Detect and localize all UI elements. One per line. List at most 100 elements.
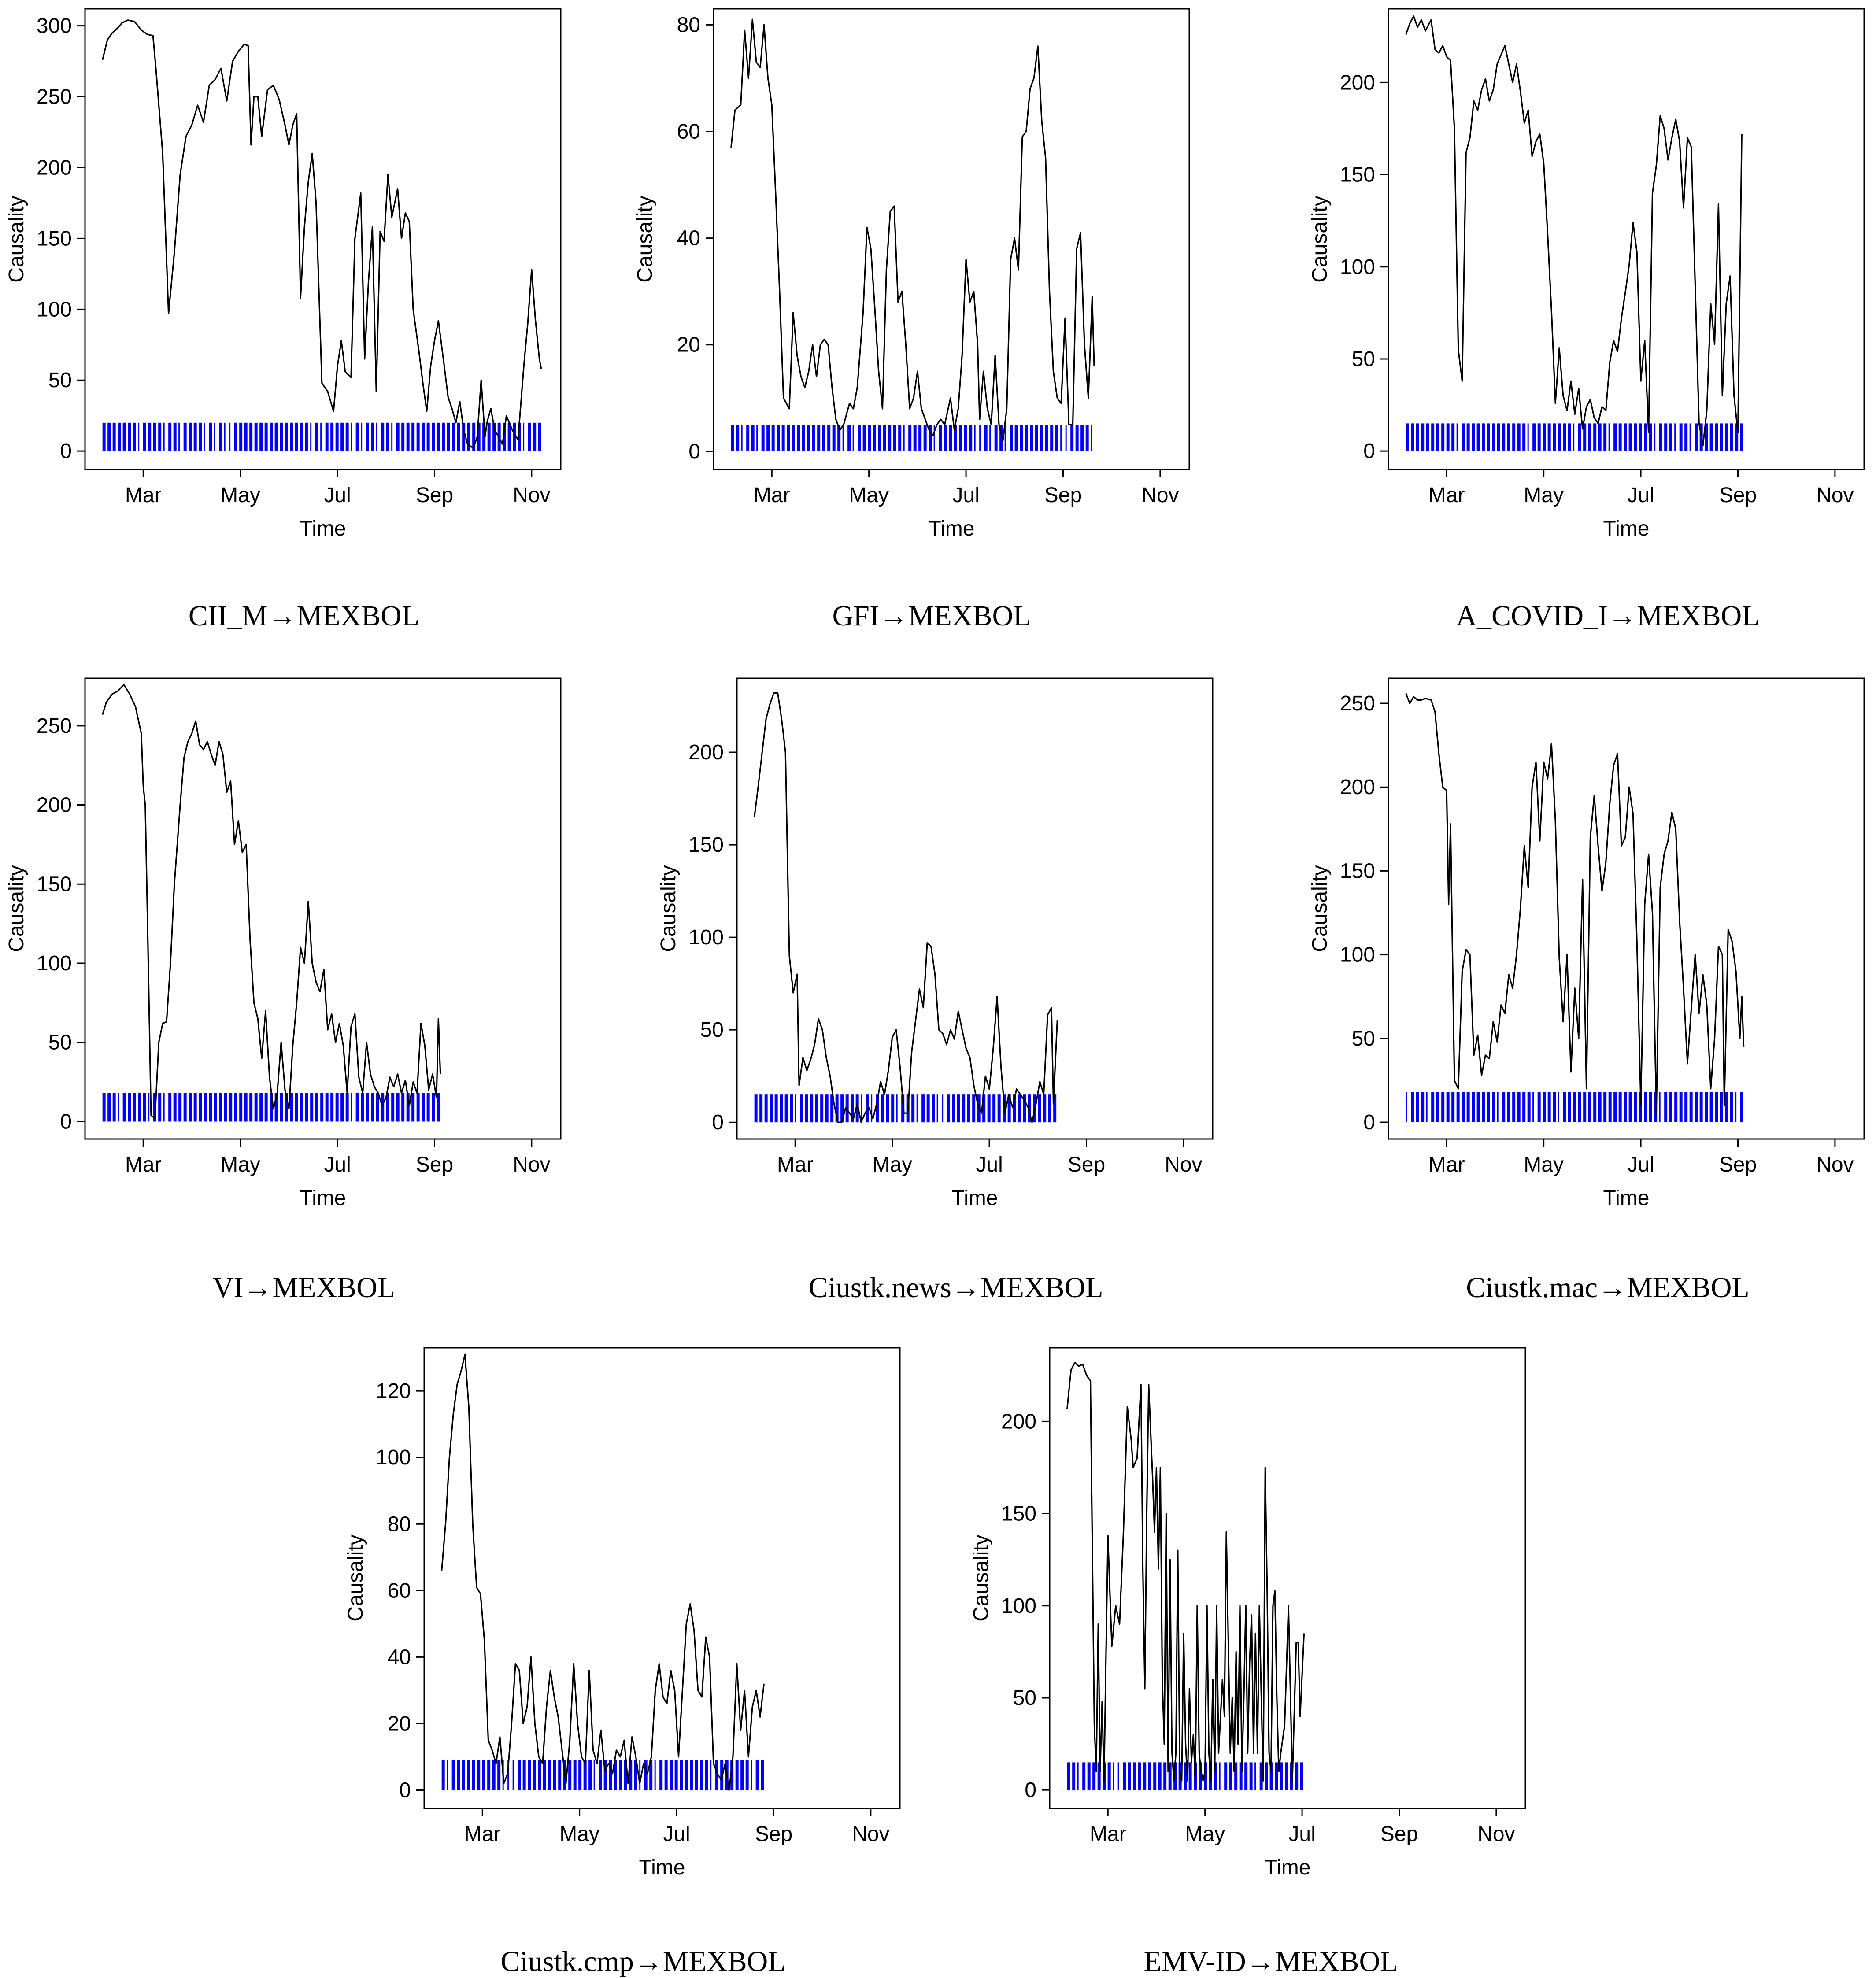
band-stripe — [376, 1093, 379, 1122]
band-stripe — [477, 1760, 481, 1790]
band-stripe — [746, 425, 750, 451]
band-stripe — [1472, 1092, 1475, 1122]
band-background — [754, 1094, 1058, 1123]
band-stripe — [355, 1093, 359, 1122]
band-stripe — [335, 1093, 339, 1122]
band-stripe — [812, 425, 815, 451]
band-stripe — [1092, 1762, 1096, 1790]
band-stripe — [1280, 1762, 1283, 1790]
band-stripe — [820, 1094, 824, 1123]
band-stripe — [1684, 423, 1688, 451]
band-stripe — [168, 1093, 172, 1122]
x-tick-label: Nov — [1165, 1153, 1202, 1176]
band-stripe — [1416, 423, 1419, 451]
band-stripe — [259, 1093, 263, 1122]
band-stripe — [1695, 1092, 1698, 1122]
y-tick-label: 0 — [399, 1778, 411, 1802]
y-tick-label: 20 — [388, 1712, 411, 1735]
band-stripe — [148, 1093, 150, 1122]
band-stripe — [285, 422, 288, 451]
band-stripe — [1275, 1762, 1278, 1790]
band-stripe — [1300, 1762, 1303, 1790]
band-stripe — [1603, 1092, 1607, 1122]
band-stripe — [944, 425, 947, 451]
band-stripe — [1431, 423, 1435, 451]
band-stripe — [1654, 423, 1656, 451]
band-stripe — [695, 1760, 698, 1790]
band-stripe — [229, 422, 231, 451]
band-stripe — [822, 425, 825, 451]
band-stripe — [315, 1093, 318, 1122]
band-stripe — [1023, 1094, 1026, 1123]
band-stripe — [967, 1094, 970, 1123]
band-stripe — [947, 1094, 950, 1123]
band-stripe — [1644, 1092, 1647, 1122]
band-stripe — [1091, 425, 1092, 451]
band-stripe — [492, 1760, 496, 1790]
band-stripe — [792, 425, 795, 451]
y-tick-label: 50 — [1352, 348, 1375, 371]
band-stripe — [244, 1093, 248, 1122]
significance-band — [102, 422, 541, 451]
band-stripe — [507, 1760, 509, 1790]
band-stripe — [1624, 423, 1627, 451]
band-stripe — [1634, 423, 1637, 451]
x-tick-label: Jul — [324, 1153, 351, 1176]
band-stripe — [989, 425, 991, 451]
band-stripe — [112, 422, 116, 451]
y-axis-label: Causality — [1308, 865, 1332, 952]
band-stripe — [861, 1094, 862, 1123]
band-stripe — [1234, 1762, 1238, 1790]
band-stripe — [178, 1093, 182, 1122]
band-stripe — [183, 1093, 187, 1122]
band-stripe — [533, 422, 537, 451]
band-stripe — [933, 425, 935, 451]
band-stripe — [896, 1094, 898, 1123]
band-stripe — [957, 1094, 960, 1123]
band-stripe — [371, 1093, 374, 1122]
band-stripe — [852, 425, 854, 451]
significance-band — [1406, 1092, 1744, 1122]
band-stripe — [366, 422, 369, 451]
band-stripe — [315, 422, 318, 451]
band-stripe — [1568, 1092, 1571, 1122]
band-stripe — [866, 1094, 869, 1123]
band-stripe — [700, 1760, 703, 1790]
band-stripe — [249, 422, 253, 451]
band-stripe — [1512, 423, 1516, 451]
band-stripe — [462, 422, 466, 451]
x-tick-label: Nov — [1816, 484, 1854, 507]
chart-caption: EMV-ID→MEXBOL — [1144, 1945, 1398, 1978]
band-stripe — [133, 1093, 136, 1122]
band-stripe — [685, 1760, 688, 1790]
band-stripe — [1113, 1762, 1114, 1790]
band-stripe — [274, 1093, 278, 1122]
band-stripe — [987, 1094, 991, 1123]
y-tick-label: 0 — [60, 1110, 72, 1133]
band-stripe — [234, 1093, 237, 1122]
y-tick-label: 0 — [1025, 1778, 1036, 1802]
band-stripe — [325, 422, 329, 451]
band-stripe — [1214, 1762, 1217, 1790]
band-stripe — [1462, 423, 1465, 451]
band-stripe — [913, 425, 917, 451]
band-stripe — [639, 1760, 641, 1790]
band-stripe — [835, 1094, 839, 1123]
band-stripe — [143, 422, 146, 451]
band-stripe — [1456, 1092, 1460, 1122]
x-tick-label: May — [1524, 1153, 1564, 1176]
y-tick-label: 250 — [1340, 692, 1375, 715]
band-stripe — [1188, 1762, 1192, 1790]
band-stripe — [1482, 1092, 1485, 1122]
band-stripe — [163, 422, 165, 451]
band-stripe — [916, 1094, 918, 1123]
band-stripe — [1563, 423, 1566, 451]
y-axis-label: Causality — [5, 865, 28, 952]
band-stripe — [189, 1093, 192, 1122]
x-tick-label: Nov — [513, 484, 550, 507]
band-stripe — [964, 425, 967, 451]
x-axis-label: Time — [1265, 1856, 1311, 1879]
causality-line — [102, 19, 542, 449]
band-stripe — [1618, 423, 1622, 451]
